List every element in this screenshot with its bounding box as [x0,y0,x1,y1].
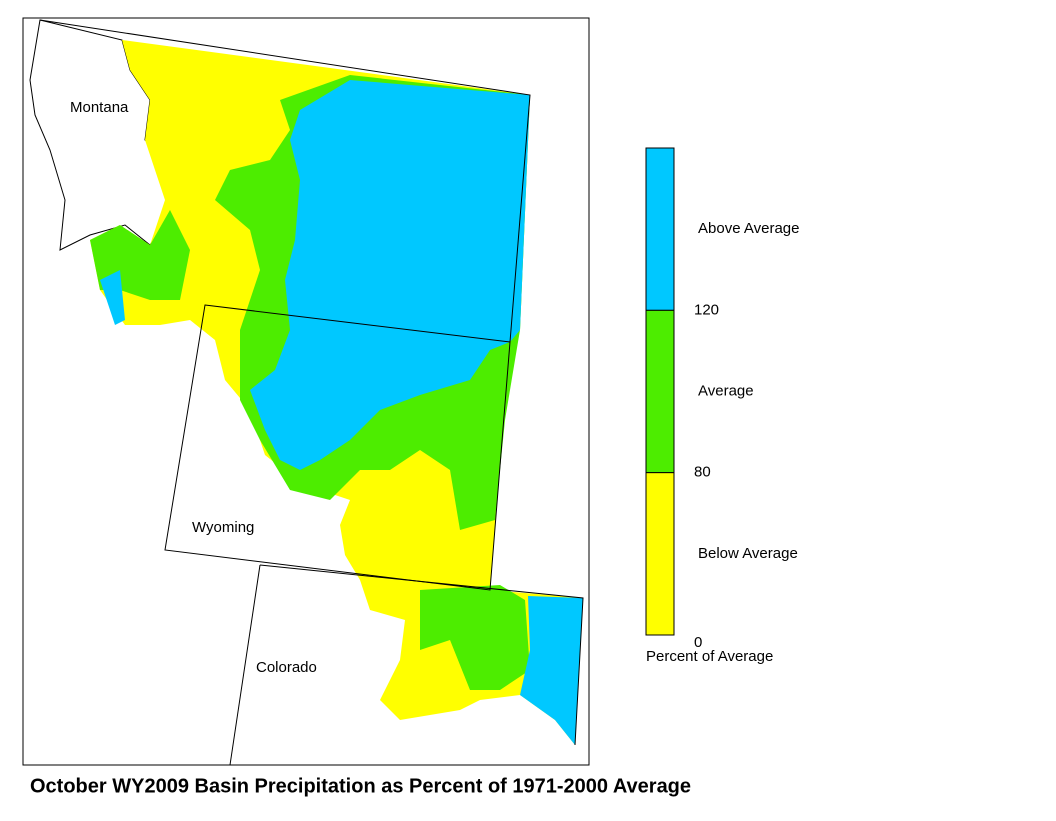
montana-border [39,19,531,343]
colorado-west-border [229,564,261,766]
wyoming-border [164,304,511,591]
legend-tick-label: 120 [694,301,719,318]
colorado-top-border [259,564,584,746]
legend-label: Below Average [698,545,798,562]
legend-swatch [645,309,675,474]
legend: Above Average Average Below Average 120 80 0P… [645,147,799,665]
basin-above-south [520,596,583,745]
basin-above [250,80,530,470]
legend-label: Average [698,382,754,399]
state-label: Montana [70,99,129,116]
state-lines [39,19,584,766]
map-title: October WY2009 Basin Precipitation as Pe… [30,775,691,797]
state-label: Colorado [256,659,317,676]
legend-title: Percent of Average [646,648,773,665]
legend-label: Above Average [698,220,799,237]
basin-average-south [420,585,530,690]
basin-map [29,19,583,745]
basin-above-west [100,270,125,325]
legend-swatch [645,147,675,311]
state-label: Wyoming [192,519,254,536]
legend-tick-label: 0 [694,634,702,651]
legend-swatch [645,472,675,636]
legend-tick-label: 80 [694,464,711,481]
